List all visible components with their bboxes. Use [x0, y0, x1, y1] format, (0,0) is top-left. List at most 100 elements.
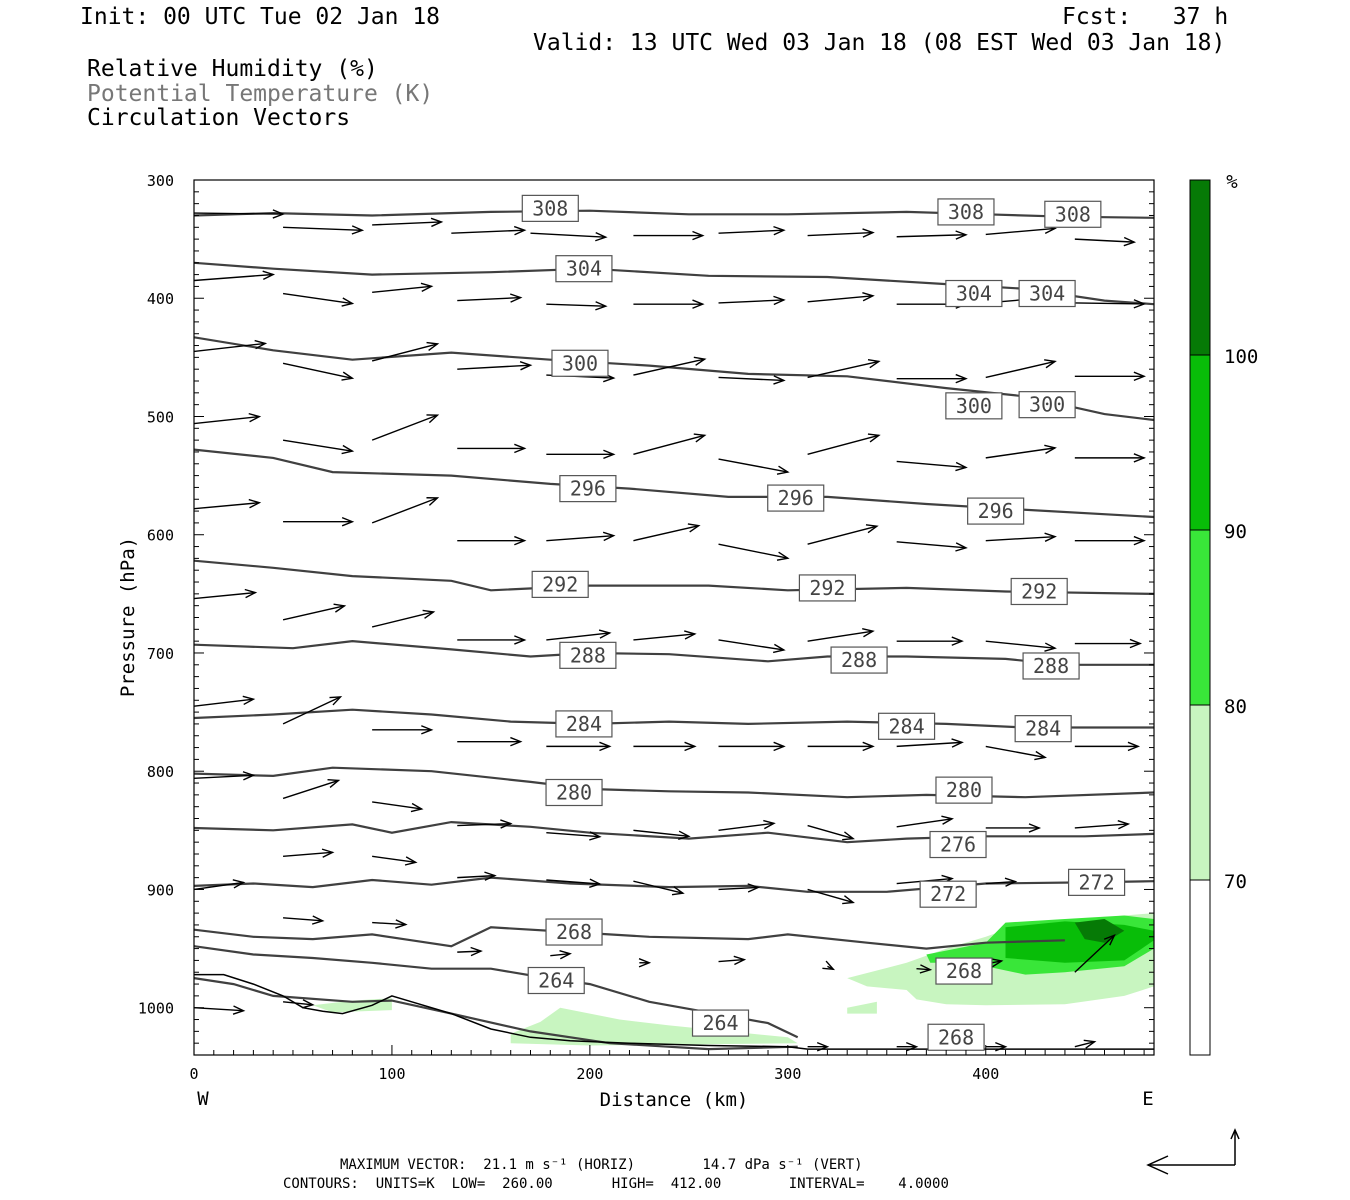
colorbar-level-label: 100 [1224, 346, 1258, 368]
circulation-vector [633, 741, 697, 752]
y-tick-label: 500 [147, 408, 174, 426]
svg-text:308: 308 [1055, 202, 1091, 226]
circulation-vector [372, 855, 418, 866]
circulation-vector [282, 778, 341, 800]
theta-contour-280 [194, 766, 1154, 799]
colorbar-segment [1189, 179, 1211, 356]
circulation-vector [807, 228, 875, 238]
theta-label-264: 264 [691, 1009, 750, 1037]
theta-label-272: 272 [1067, 868, 1126, 896]
circulation-vector [1074, 741, 1141, 752]
svg-text:272: 272 [930, 882, 966, 906]
circulation-vector [194, 879, 246, 891]
y-tick-label: 600 [147, 527, 174, 545]
y-tick-label: 900 [147, 881, 174, 899]
svg-text:280: 280 [556, 781, 592, 805]
circulation-vector [371, 414, 440, 441]
theta-contour-300 [194, 336, 1154, 422]
colorbar-unit: % [1226, 171, 1238, 193]
legend-circulation-vectors: Circulation Vectors [87, 105, 351, 131]
colorbar-level-label: 80 [1224, 696, 1247, 718]
theta-label-292: 292 [531, 570, 589, 598]
circulation-vector [1074, 933, 1116, 973]
theta-label-308: 308 [937, 198, 995, 226]
max-vector-note: MAXIMUM VECTOR: 21.1 m s⁻¹ (HORIZ) 14.7 … [340, 1157, 863, 1173]
theta-label-304: 304 [945, 279, 1003, 308]
circulation-vector [985, 745, 1047, 761]
terrain-line [194, 973, 1154, 1050]
contour-labels: 308 308 308 304 304 304 300 300 300 296 296 296 292 2… [521, 194, 1126, 1051]
circulation-vector [633, 230, 705, 241]
circulation-vector [718, 955, 747, 966]
circulation-vector [985, 877, 1018, 887]
theta-label-284: 284 [555, 710, 613, 738]
svg-text:284: 284 [1025, 717, 1061, 741]
theta-label-284: 284 [1014, 715, 1072, 743]
theta-label-280: 280 [935, 776, 993, 804]
x-tick-label: 200 [576, 1065, 603, 1083]
svg-text:264: 264 [538, 969, 574, 993]
theta-contour-268 [194, 926, 1065, 950]
circulation-vector [718, 543, 790, 561]
circulation-vector [896, 460, 968, 472]
circulation-vector [718, 225, 786, 236]
circulation-vector [546, 741, 612, 752]
theta-contour-288 [194, 639, 1154, 666]
theta-label-288: 288 [1022, 652, 1080, 680]
theta-contour-284 [194, 708, 1154, 729]
theta-label-296: 296 [767, 484, 825, 512]
circulation-vector [916, 964, 933, 974]
circulation-vector [985, 640, 1057, 652]
x-axis-label: Distance (km) [600, 1089, 749, 1111]
circulation-vector [1074, 535, 1146, 546]
circulation-vector [546, 629, 612, 641]
circulation-vector [546, 301, 608, 311]
svg-text:264: 264 [702, 1011, 738, 1035]
circulation-vector [1074, 1039, 1097, 1049]
colorbar-segment [1189, 354, 1211, 531]
circulation-vector [633, 880, 685, 896]
circulation-vector [1074, 371, 1146, 382]
circulation-vector [194, 771, 256, 781]
circulation-vector [457, 293, 523, 303]
colorbar: 70 80 90 100 [1189, 179, 1258, 1056]
theta-contour-260 [194, 977, 798, 1051]
circulation-vector [718, 883, 761, 893]
theta-label-296: 296 [559, 475, 617, 503]
circulation-vector [718, 375, 786, 385]
x-tick-label: 400 [972, 1065, 999, 1083]
contour-info-note: CONTOURS: UNITS=K LOW= 260.00 HIGH= 412.… [283, 1176, 949, 1192]
svg-text:308: 308 [532, 196, 568, 220]
rh-region-70 [847, 1001, 877, 1014]
circulation-vector [372, 725, 434, 735]
circulation-vector [282, 362, 355, 381]
circulation-vector [822, 960, 836, 971]
circulation-vector [372, 919, 408, 929]
svg-text:296: 296 [570, 477, 606, 501]
circulation-vector [457, 946, 483, 957]
svg-text:300: 300 [956, 394, 992, 418]
theta-label-268: 268 [545, 918, 603, 946]
circulation-vector [633, 299, 705, 309]
svg-text:268: 268 [556, 920, 592, 944]
y-axis-label: Pressure (hPa) [117, 537, 139, 697]
theta-contour-296 [194, 448, 1154, 519]
circulation-vector [985, 444, 1057, 459]
circulation-vector [718, 819, 776, 832]
svg-text:268: 268 [946, 959, 982, 983]
circulation-vector [550, 949, 572, 960]
theta-label-268: 268 [935, 957, 993, 985]
theta-label-264: 264 [527, 966, 585, 995]
svg-text:300: 300 [1029, 393, 1065, 417]
theta-label-308: 308 [521, 194, 579, 222]
theta-label-272: 272 [919, 880, 977, 908]
east-label: E [1142, 1088, 1153, 1110]
circulation-vector [194, 209, 285, 219]
circulation-vector [807, 291, 875, 303]
circulation-vector [546, 449, 616, 460]
circulation-vector [807, 627, 875, 642]
circulation-vector [194, 412, 262, 425]
svg-text:292: 292 [542, 572, 578, 596]
circulation-vector [194, 588, 258, 600]
